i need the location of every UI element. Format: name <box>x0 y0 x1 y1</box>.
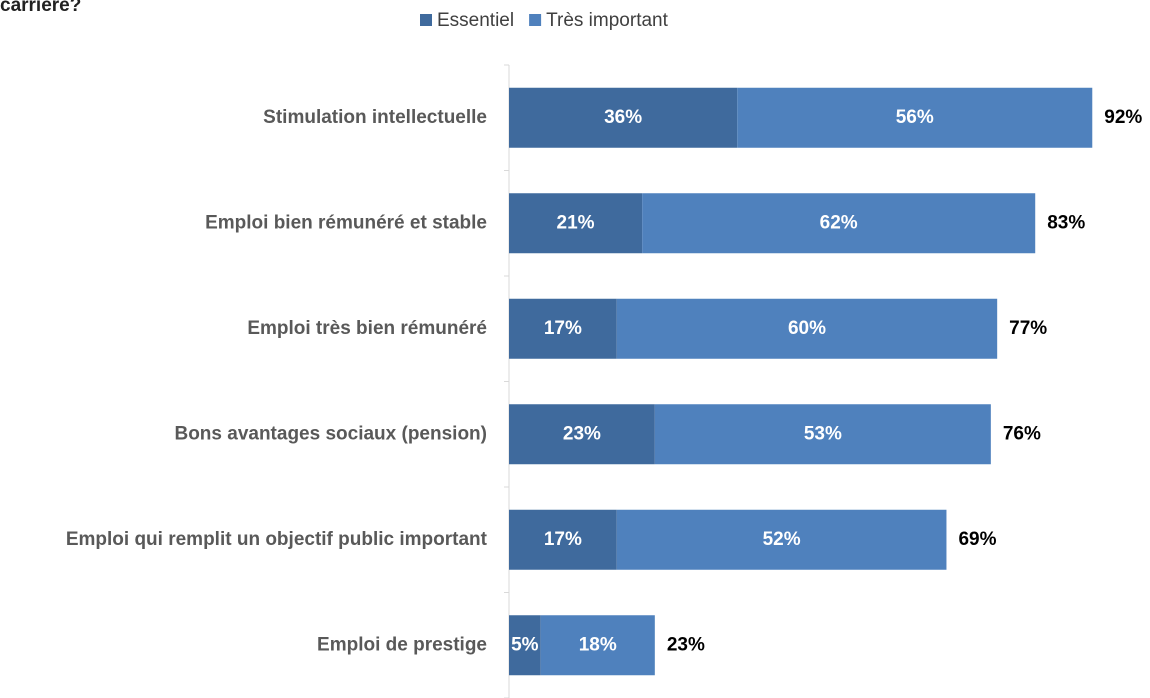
total-label: 83% <box>1047 212 1085 233</box>
bar-segment <box>509 193 643 254</box>
value-label: 36% <box>604 107 642 128</box>
value-label: 53% <box>804 423 842 444</box>
bar-segment <box>737 87 1093 148</box>
value-label: 5% <box>511 634 539 655</box>
bar-segment <box>616 298 998 359</box>
total-label: 23% <box>667 634 705 655</box>
total-label: 69% <box>958 529 996 550</box>
value-label: 18% <box>579 634 617 655</box>
bar-segment <box>509 87 738 148</box>
category-label: Bons avantages sociaux (pension) <box>174 423 487 444</box>
value-label: 60% <box>788 318 826 339</box>
value-label: 21% <box>557 212 595 233</box>
category-label: Emploi de prestige <box>317 634 487 655</box>
legend-swatch <box>420 14 432 26</box>
total-label: 77% <box>1009 318 1047 339</box>
legend-label: Très important <box>546 10 668 31</box>
value-label: 56% <box>896 107 934 128</box>
value-label: 17% <box>544 529 582 550</box>
bar-segment <box>509 404 655 465</box>
bar-segment <box>509 509 617 570</box>
value-label: 17% <box>544 318 582 339</box>
bar-segment <box>540 615 655 676</box>
bar-segment <box>509 615 541 676</box>
bar-segment <box>654 404 991 465</box>
total-label: 76% <box>1003 423 1041 444</box>
category-label: Emploi bien rémunéré et stable <box>205 212 487 233</box>
legend-swatch <box>529 14 542 26</box>
total-label: 92% <box>1104 107 1142 128</box>
bar-segment <box>642 193 1036 254</box>
legend-label: Essentiel <box>437 10 514 31</box>
chart-title: carrière? <box>0 0 81 16</box>
category-label: Emploi qui remplit un objectif public im… <box>66 529 488 550</box>
category-label: Emploi très bien rémunéré <box>247 318 487 339</box>
bar-segment <box>616 509 947 570</box>
value-label: 52% <box>763 529 801 550</box>
bar-segment <box>509 298 617 359</box>
category-label: Stimulation intellectuelle <box>263 107 487 128</box>
value-label: 62% <box>820 212 858 233</box>
value-label: 23% <box>563 423 601 444</box>
